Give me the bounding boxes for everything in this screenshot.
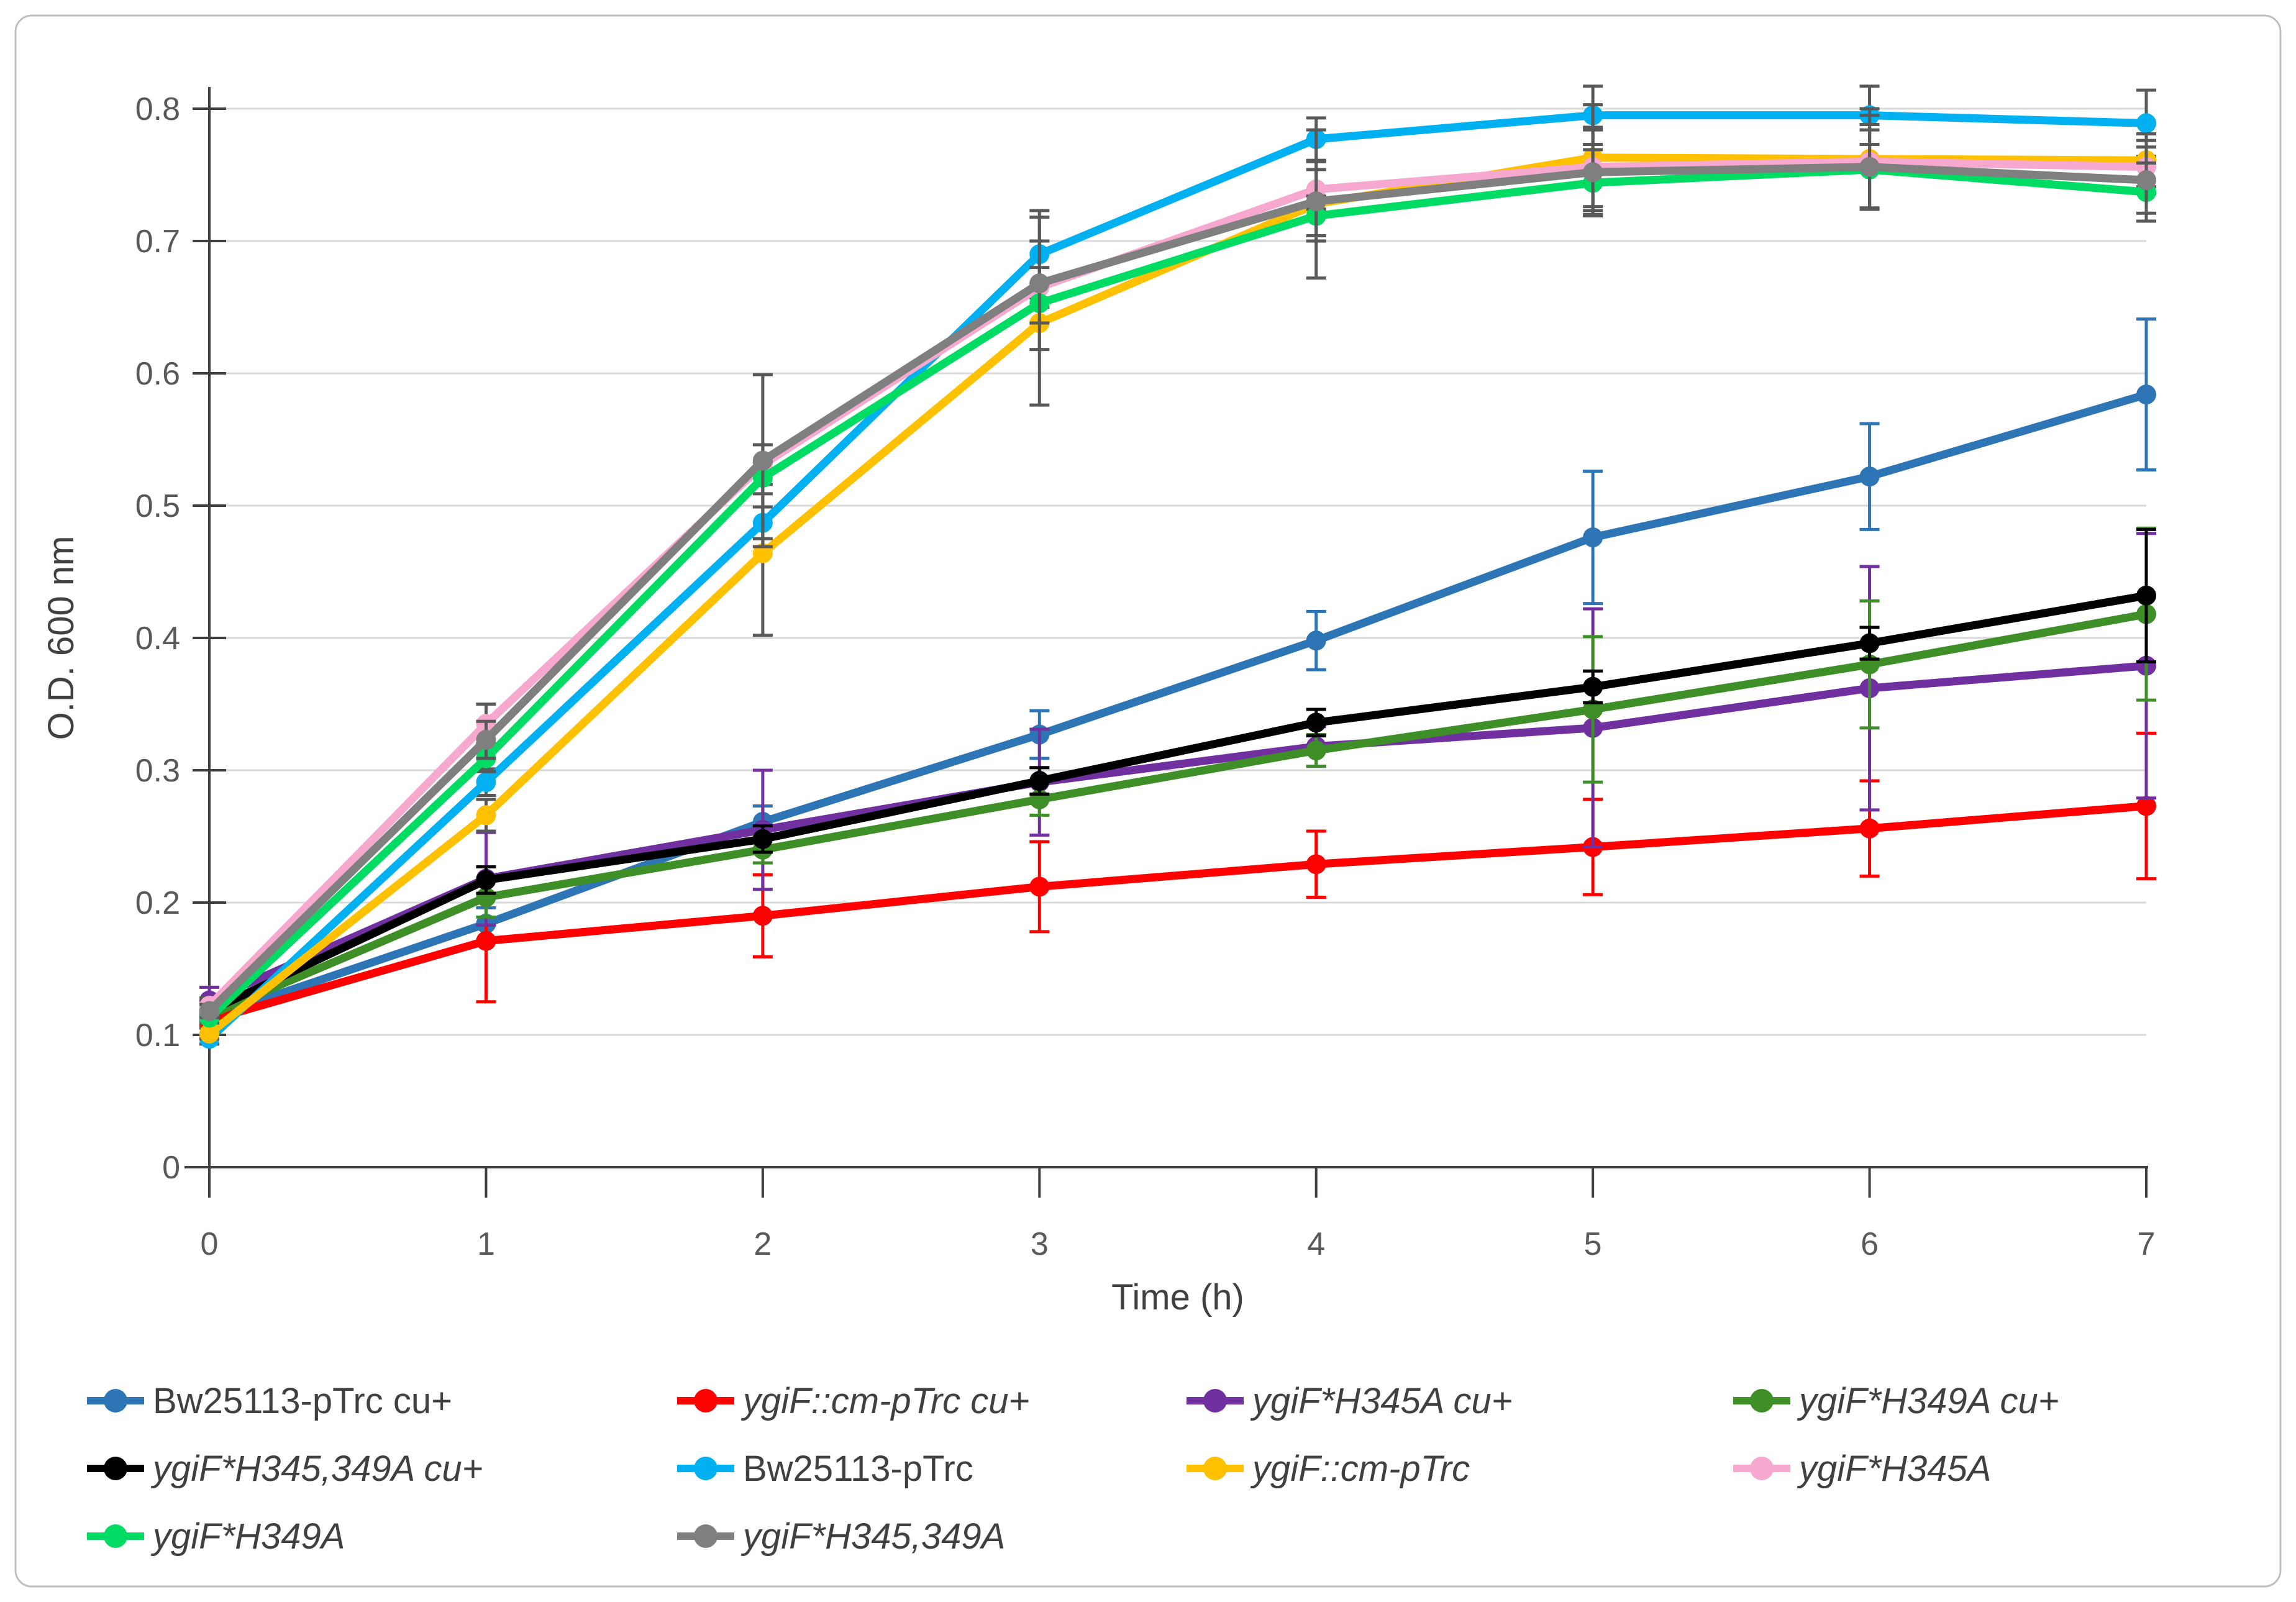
series-marker — [1583, 162, 1603, 183]
series-marker — [752, 543, 773, 563]
y-tick-label: 0 — [162, 1150, 180, 1186]
legend-marker-dot — [104, 1524, 127, 1548]
x-tick-label: 2 — [754, 1226, 772, 1262]
y-tick-label: 0.2 — [135, 885, 180, 921]
series-marker — [1859, 466, 1880, 487]
series-marker — [1029, 876, 1050, 897]
legend-label: ygiF*H345A cu+ — [1250, 1381, 1513, 1421]
series-line — [205, 111, 2151, 1043]
series-marker — [2136, 796, 2156, 816]
x-tick-label: 1 — [477, 1226, 495, 1262]
legend-label: ygiF*H345A — [1797, 1449, 1991, 1489]
series-line — [205, 802, 2151, 1025]
series-marker — [1306, 854, 1326, 875]
x-axis-title: Time (h) — [1111, 1277, 1244, 1318]
x-tick-label: 3 — [1031, 1226, 1049, 1262]
legend-label: ygiF*H349A — [150, 1516, 345, 1557]
x-tick-label: 6 — [1861, 1226, 1879, 1262]
series-marker — [1859, 633, 1880, 653]
series-marker — [199, 1001, 219, 1021]
legend-marker-dot — [1750, 1389, 1774, 1413]
legend-label: Bw25113-pTrc — [743, 1449, 973, 1489]
series-marker — [752, 450, 773, 471]
legend-marker-dot — [104, 1457, 127, 1480]
series-marker — [1859, 818, 1880, 839]
series-marker — [476, 730, 496, 750]
series-marker — [1306, 712, 1326, 733]
y-tick-label: 0.5 — [135, 488, 180, 524]
y-tick-label: 0.6 — [135, 356, 180, 392]
legend-marker-dot — [694, 1457, 718, 1480]
x-tick-label: 0 — [201, 1226, 219, 1262]
series-marker — [199, 1023, 219, 1044]
x-tick-label: 4 — [1307, 1226, 1325, 1262]
series-marker — [2136, 113, 2156, 134]
y-tick-label: 0.8 — [135, 91, 180, 127]
series-marker — [1583, 527, 1603, 548]
series-marker — [476, 931, 496, 951]
legend-marker-dot — [694, 1389, 718, 1413]
figure-border — [14, 14, 2282, 1588]
series-marker — [1306, 740, 1326, 761]
series-marker — [1029, 273, 1050, 294]
legend-marker-dot — [1203, 1457, 1227, 1480]
series-line — [205, 591, 2151, 1016]
series-marker — [752, 906, 773, 926]
series-marker — [476, 870, 496, 890]
series-marker — [1306, 630, 1326, 651]
legend-label: ygiF*H349A cu+ — [1797, 1381, 2059, 1421]
legend-marker-dot — [104, 1389, 127, 1413]
legend-marker-dot — [694, 1524, 718, 1548]
y-tick-label: 0.4 — [135, 621, 180, 657]
y-tick-label: 0.3 — [135, 753, 180, 789]
series-marker — [476, 805, 496, 826]
series-marker — [1583, 676, 1603, 697]
x-tick-label: 7 — [2138, 1226, 2156, 1262]
series-marker — [1029, 771, 1050, 791]
legend-label: ygiF*H345,349A — [740, 1516, 1005, 1557]
series-marker — [1306, 191, 1326, 212]
series-marker — [2136, 385, 2156, 405]
legend-label: Bw25113-pTrc cu+ — [153, 1381, 452, 1421]
series-line — [205, 163, 2151, 1016]
series-marker — [752, 829, 773, 849]
series-marker — [2136, 585, 2156, 606]
y-tick-label: 0.1 — [135, 1017, 180, 1054]
x-tick-label: 5 — [1584, 1226, 1602, 1262]
series-marker — [1859, 157, 1880, 177]
y-axis-title: O.D. 600 nm — [41, 536, 81, 740]
series-marker — [2136, 170, 2156, 191]
legend-label: ygiF::cm-pTrc — [1250, 1449, 1470, 1489]
series-line — [205, 610, 2151, 1019]
legend-label: ygiF*H345,349A cu+ — [150, 1449, 483, 1489]
y-tick-label: 0.7 — [135, 224, 180, 260]
legend-label: ygiF::cm-pTrc cu+ — [740, 1381, 1029, 1421]
series-marker — [1583, 699, 1603, 720]
legend-marker-dot — [1750, 1457, 1774, 1480]
legend-marker-dot — [1203, 1389, 1227, 1413]
series-line — [205, 390, 2151, 1022]
series-marker — [476, 772, 496, 793]
